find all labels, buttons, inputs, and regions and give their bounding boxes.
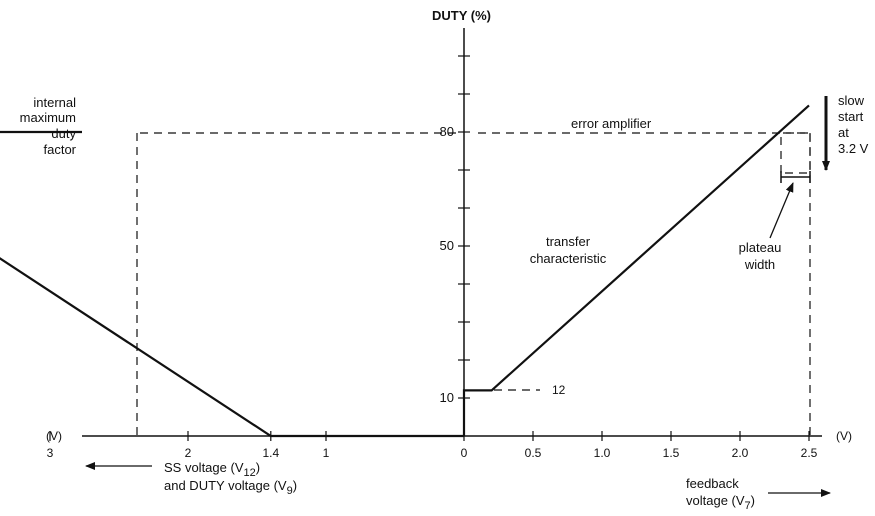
unit-left: (V) bbox=[46, 429, 62, 443]
feedback-label-line-2: voltage (V7) bbox=[686, 493, 755, 512]
transfer-line-2: characteristic bbox=[530, 251, 607, 266]
right-tick-label-3: 1.5 bbox=[663, 446, 680, 460]
slow-start-line-3: at bbox=[838, 125, 849, 140]
transfer-curve bbox=[462, 104, 810, 436]
unit-right: (V) bbox=[836, 429, 852, 443]
ss-voltage-label: SS voltage (V12) bbox=[164, 460, 260, 479]
left-tick-label-4: 2 bbox=[185, 446, 192, 460]
curves bbox=[0, 104, 810, 438]
feedback-close: ) bbox=[751, 493, 755, 508]
duty-voltage-close: ) bbox=[293, 478, 297, 493]
dashed-guides bbox=[136, 132, 811, 436]
ss-voltage-text: SS voltage (V bbox=[164, 460, 244, 475]
y-tick-label-0: 80 bbox=[440, 124, 454, 139]
internal-max-line-1: internal bbox=[33, 95, 76, 110]
y-axis-title: DUTY (%) bbox=[432, 8, 491, 23]
internal-max-label: internal maximum duty factor bbox=[20, 95, 77, 157]
plateau-box bbox=[780, 132, 811, 174]
ss-voltage-subscript: 12 bbox=[244, 467, 256, 479]
right-tick-label-0: 0 bbox=[461, 446, 468, 460]
left-tick-label-5: 1.4 bbox=[262, 446, 279, 460]
right-tick-label-1: 0.5 bbox=[525, 446, 542, 460]
right-tick-label-5: 2.5 bbox=[801, 446, 818, 460]
right-tick-label-4: 2.0 bbox=[732, 446, 749, 460]
left-tick-label-3: 3 bbox=[47, 446, 54, 460]
duty-voltage-text: and DUTY voltage (V bbox=[164, 478, 287, 493]
transfer-line-1: transfer bbox=[546, 234, 591, 249]
plateau-line-2: width bbox=[744, 257, 775, 272]
feedback-text: voltage (V bbox=[686, 493, 745, 508]
slow-start-line-1: slow bbox=[838, 93, 865, 108]
ss-duty-curve bbox=[0, 130, 464, 438]
slow-start-line-2: start bbox=[838, 109, 864, 124]
feedback-subscript: 7 bbox=[745, 500, 751, 512]
slow-start-label: slow start at 3.2 V bbox=[838, 93, 869, 156]
internal-max-line-4: factor bbox=[43, 142, 76, 157]
internal-max-line-2: maximum bbox=[20, 110, 76, 125]
plateau-label: plateau width bbox=[739, 240, 782, 272]
ss-voltage-close: ) bbox=[256, 460, 260, 475]
slow-start-line-4: 3.2 V bbox=[838, 141, 869, 156]
y-tick-label-1: 50 bbox=[440, 238, 454, 253]
right-tick-label-2: 1.0 bbox=[594, 446, 611, 460]
plateau-line-1: plateau bbox=[739, 240, 782, 255]
internal-max-line-3: duty bbox=[51, 126, 76, 141]
transfer-label: transfer characteristic bbox=[530, 234, 607, 266]
error-amplifier-label: error amplifier bbox=[571, 116, 652, 131]
label-12: 12 bbox=[552, 383, 566, 397]
feedback-label-line-1: feedback bbox=[686, 476, 739, 491]
y-tick-label-2: 10 bbox=[440, 390, 454, 405]
duty-voltage-subscript: 9 bbox=[287, 485, 293, 497]
y-axis-ticks: 80 50 10 bbox=[440, 55, 470, 405]
left-tick-label-6: 1 bbox=[323, 446, 330, 460]
plateau-pointer bbox=[769, 182, 794, 239]
duty-voltage-label: and DUTY voltage (V9) bbox=[164, 478, 297, 497]
